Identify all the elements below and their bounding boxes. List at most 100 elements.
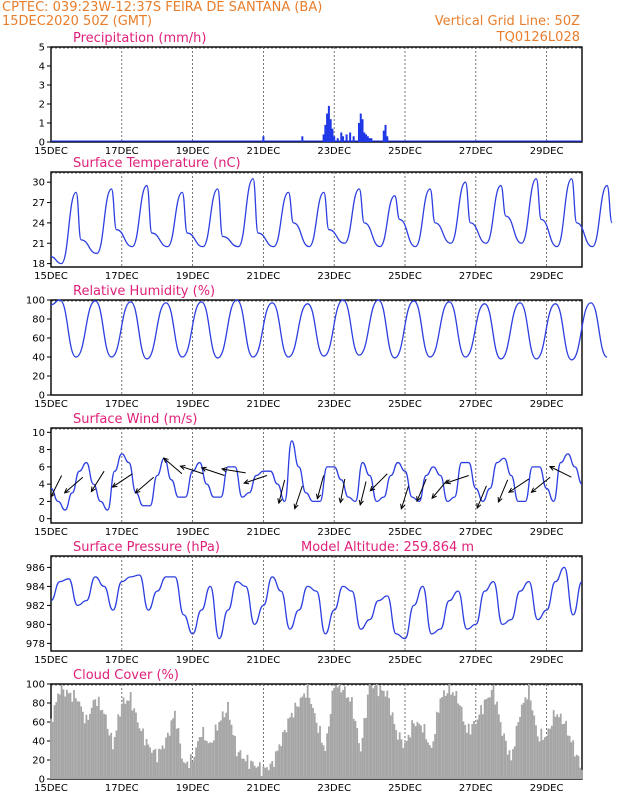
wind-arrow	[316, 475, 325, 499]
cloud-bar	[161, 745, 164, 779]
cloud-bar	[269, 763, 272, 779]
model-altitude: Model Altitude: 259.864 m	[301, 540, 474, 555]
precipitation-x-tick-label: 19DEC	[176, 146, 210, 157]
cloud-bar	[466, 732, 468, 779]
cloud-bar	[225, 712, 228, 779]
cloud-bar	[455, 690, 458, 779]
cloud-bar	[306, 684, 309, 779]
cloud-bar	[577, 755, 580, 779]
temperature-title: Surface Temperature (nC)	[73, 156, 241, 171]
cloud-bar	[467, 723, 470, 779]
pressure-x-tick-label: 15DEC	[34, 655, 68, 666]
pressure-y-tick-label: 986	[26, 563, 45, 574]
header-grid-line: Vertical Grid Line: 50Z	[435, 14, 580, 29]
humidity-title: Relative Humidity (%)	[73, 284, 215, 299]
cloud-bar	[366, 694, 369, 779]
temperature-series-line	[50, 178, 613, 265]
cloud-bar	[117, 714, 120, 779]
cloud-bar	[119, 716, 121, 779]
cloud-bar	[122, 697, 125, 779]
cloud-bar	[356, 728, 359, 779]
cloud-bar	[359, 751, 362, 779]
cloud-bar	[211, 742, 213, 779]
cloud-bar	[409, 737, 412, 779]
wind-arrow	[221, 468, 246, 474]
cloud-bar	[274, 751, 277, 779]
wind-arrow	[431, 479, 448, 499]
wind-y-tick-label: 8	[39, 445, 45, 456]
cloud-bar	[200, 737, 203, 779]
temperature-x-tick-label: 15DEC	[34, 271, 68, 282]
cloud-bar	[395, 730, 398, 779]
wind-x-tick-label: 21DEC	[247, 527, 281, 538]
wind-arrow	[508, 478, 530, 493]
cloud-bar	[512, 749, 514, 779]
cloud-bar	[374, 685, 376, 779]
humidity-x-tick-label: 23DEC	[317, 399, 351, 410]
cloud-bar	[354, 721, 357, 779]
cloud-y-tick-label: 100	[26, 680, 45, 691]
wind-y-tick-label: 2	[39, 497, 45, 508]
temperature-y-tick-label: 27	[32, 198, 45, 209]
wind-arrow-head	[315, 493, 322, 500]
pressure-x-tick-label: 19DEC	[176, 655, 210, 666]
cloud-bar	[234, 736, 236, 779]
temperature-marks: 15DEC 17DEC 19DEC 21DEC 23DEC 25DEC 27DEC 29DEC…	[32, 172, 613, 282]
humidity-x-tick-label: 29DEC	[530, 399, 564, 410]
precipitation-bar	[363, 132, 366, 142]
cloud-y-tick-label: 40	[32, 737, 45, 748]
cloud-bar	[361, 737, 364, 779]
cloud-bar	[349, 701, 352, 779]
cloud-bar	[96, 705, 98, 779]
cloud-bar	[159, 749, 162, 779]
cloud-bar	[400, 739, 403, 779]
wind-y-tick-label: 4	[39, 480, 45, 491]
cloud-bar	[384, 696, 387, 779]
cloud-bar	[163, 748, 166, 779]
cloud-bar	[331, 690, 334, 779]
cloud-bar	[342, 689, 344, 779]
cloud-bar	[85, 714, 88, 779]
humidity-series-line	[50, 299, 608, 361]
wind-arrow-head	[416, 496, 422, 503]
wind-arrow-head	[444, 479, 451, 485]
cloud-bar	[112, 749, 114, 779]
cloud-bar	[497, 714, 500, 779]
cloud-bar	[492, 684, 495, 779]
precipitation-x-tick-label: 27DEC	[459, 146, 493, 157]
cloud-bar	[184, 763, 187, 779]
cloud-bar	[522, 702, 525, 779]
cloud-bar	[450, 694, 452, 779]
wind-arrow	[497, 479, 509, 503]
cloud-y-tick-label: 0	[39, 775, 45, 786]
cloud-bar	[464, 724, 467, 779]
wind-x-tick-label: 15DEC	[34, 527, 68, 538]
pressure-x-tick-label: 23DEC	[317, 655, 351, 666]
cloud-bar	[251, 761, 254, 779]
precipitation-bar	[352, 136, 355, 142]
cloud-bar	[471, 724, 474, 779]
panel-temperature: Surface Temperature (nC) 15DEC 17DEC 19DEC…	[32, 156, 613, 282]
humidity-y-tick-label: 0	[39, 391, 45, 402]
wind-arrow	[294, 485, 303, 509]
cloud-bar	[365, 717, 367, 779]
temperature-y-tick-label: 21	[32, 239, 45, 250]
cloud-bar	[113, 737, 116, 779]
cloud-bar	[434, 734, 436, 779]
cloud-bar	[289, 717, 291, 779]
cloud-bar	[143, 745, 146, 779]
cloud-bar	[575, 754, 578, 779]
cloud-bar	[405, 740, 408, 779]
wind-arrow-head	[476, 502, 482, 510]
cloud-bar	[432, 741, 435, 779]
cloud-bar	[87, 719, 90, 779]
wind-arrow-head	[530, 487, 537, 493]
cloud-bar	[414, 726, 417, 779]
cloud-bar	[267, 770, 270, 779]
cloud-bar	[83, 723, 86, 779]
cloud-bar	[329, 713, 332, 779]
cloud-bar	[67, 693, 70, 779]
precipitation-bar	[301, 136, 304, 142]
cloud-bar	[351, 697, 353, 779]
cloud-bar	[513, 746, 516, 779]
